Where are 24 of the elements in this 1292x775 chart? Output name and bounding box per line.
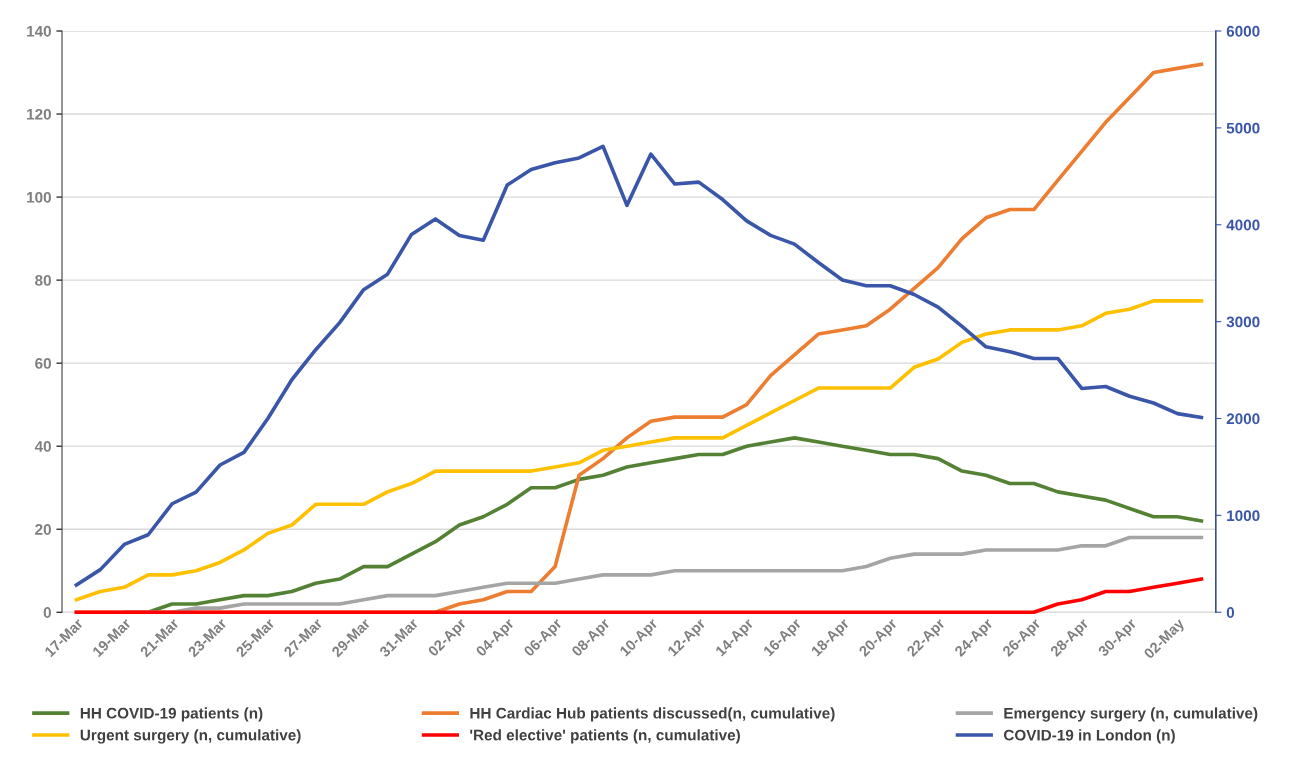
y2-tick-label: 2000 [1226, 413, 1260, 425]
legend-label: Urgent surgery (n, cumulative) [80, 729, 301, 744]
y2-tick-label: 6000 [1226, 25, 1260, 37]
y2-tick-label: 5000 [1226, 122, 1260, 134]
line-series [74, 144, 1204, 587]
y-tick-label: 40 [34, 441, 51, 452]
y-tick-label: 120 [27, 108, 51, 120]
y-tick-label: 20 [35, 524, 51, 535]
y-tick-label: 80 [35, 274, 51, 286]
legend-label: Emergency surgery (n, cumulative) [1004, 707, 1258, 722]
line-series [74, 577, 1204, 615]
y-tick-label: 140 [27, 25, 51, 37]
y-tick-label: 0 [43, 607, 51, 618]
legend-label: HH Cardiac Hub patients discussed(n, cumulative) [470, 707, 835, 722]
y2-tick-label: 0 [1226, 607, 1235, 618]
y-tick-label: 60 [35, 358, 51, 369]
line-series [74, 299, 1204, 602]
y2-tick-label: 1000 [1227, 510, 1260, 522]
y-tick-label: 100 [27, 191, 51, 203]
y2-tick-label: 3000 [1226, 316, 1260, 328]
legend-label: COVID-19 in London (n) [1003, 729, 1175, 744]
legend-label: HH COVID-19 patients (n) [80, 707, 263, 722]
y2-tick-label: 4000 [1226, 219, 1260, 231]
legend-label: 'Red elective' patients (n, cumulative) [470, 729, 740, 744]
